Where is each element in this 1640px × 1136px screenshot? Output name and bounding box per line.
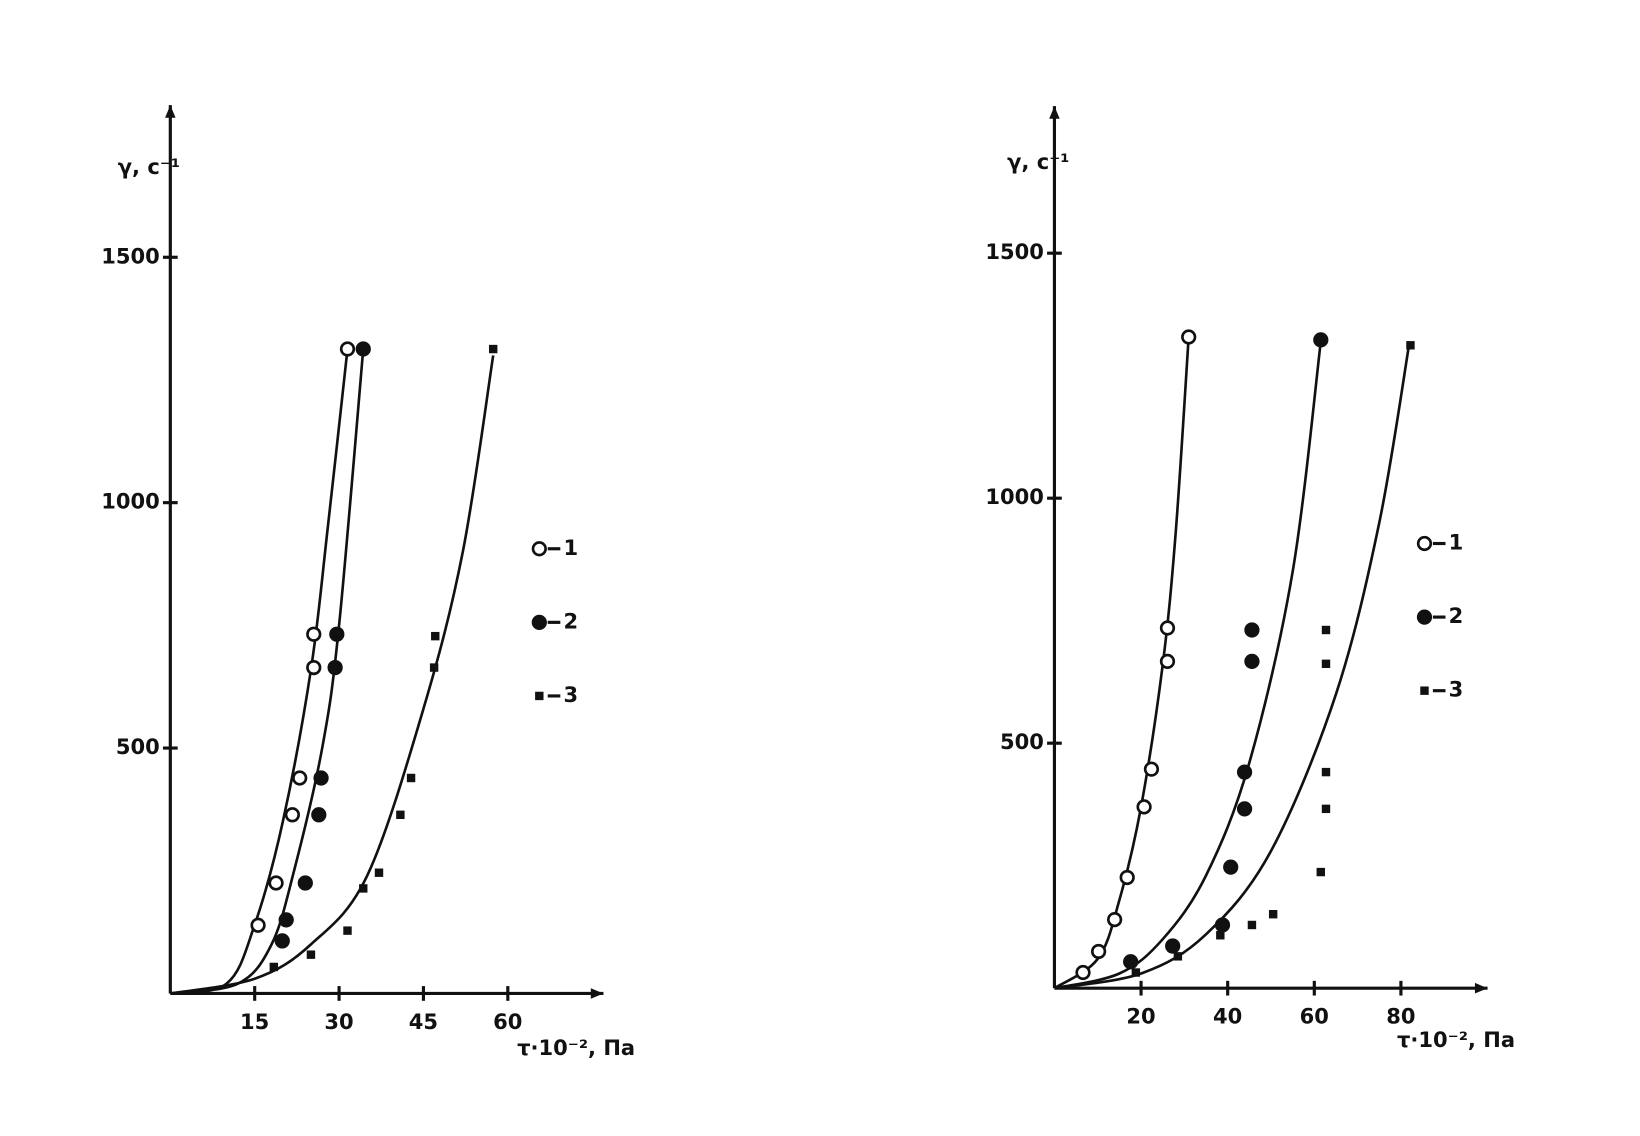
point (1236, 801, 1253, 817)
x-tick-label: 45 (409, 1009, 438, 1034)
point (1406, 341, 1415, 350)
x-axis-label: τ·10⁻², Па (1397, 1027, 1515, 1052)
legend-marker (1416, 535, 1433, 552)
point (406, 773, 416, 783)
point (1090, 943, 1107, 960)
x-tick-label: 30 (324, 1009, 353, 1034)
point (1313, 332, 1329, 348)
legend-label: 2 (563, 608, 578, 633)
x-axis-label: τ·10⁻², Па (517, 1035, 635, 1060)
y-tick-label: 1500 (101, 243, 160, 268)
point (431, 631, 440, 641)
y-axis-label: γ, с⁻¹ (118, 154, 180, 179)
point (339, 341, 356, 357)
point (1321, 625, 1331, 635)
point (1119, 869, 1135, 886)
legend-marker (1420, 686, 1429, 695)
point (1244, 653, 1260, 669)
point (313, 770, 329, 786)
point (1214, 917, 1231, 933)
x-tick-label: 15 (240, 1009, 269, 1034)
point (1143, 761, 1160, 777)
point (1244, 622, 1260, 638)
fit-curve (1054, 341, 1411, 990)
point (268, 875, 284, 891)
legend-label: 3 (563, 682, 578, 707)
point (1321, 659, 1331, 669)
point (297, 875, 313, 891)
legend-label: 1 (563, 535, 578, 560)
axis-arrow (590, 988, 604, 999)
axis-arrow (1049, 106, 1060, 119)
point (292, 770, 308, 786)
point (1131, 968, 1141, 977)
point (284, 807, 300, 823)
y-tick-label: 500 (1000, 729, 1044, 754)
point (1159, 653, 1176, 669)
point (1236, 764, 1253, 780)
point (1247, 920, 1257, 930)
y-axis-label: γ, с⁻¹ (1007, 149, 1069, 174)
y-tick-label: 1000 (985, 484, 1044, 509)
point (429, 663, 439, 672)
x-tick-label: 20 (1126, 1004, 1155, 1029)
point (1181, 329, 1197, 345)
fit-curve (170, 355, 495, 995)
point (1136, 799, 1152, 815)
x-tick-label: 60 (1300, 1004, 1329, 1029)
y-tick-label: 1500 (985, 239, 1044, 264)
fit-curve (170, 348, 365, 995)
point (306, 626, 322, 642)
fit-curve (1054, 341, 1323, 990)
point (1321, 804, 1331, 814)
point (311, 807, 327, 823)
point (1321, 767, 1331, 777)
point (396, 810, 405, 820)
legend-marker (535, 691, 544, 701)
point (1107, 911, 1123, 928)
x-tick-label: 60 (493, 1009, 522, 1034)
point (329, 626, 345, 642)
point (359, 884, 368, 893)
x-tick-label: 80 (1386, 1004, 1415, 1029)
point (1159, 620, 1176, 636)
point (250, 917, 266, 933)
point (1216, 931, 1225, 940)
point (269, 962, 279, 972)
axis-arrow (165, 105, 176, 118)
point (343, 926, 352, 935)
legend-label: 3 (1449, 677, 1464, 702)
point (1268, 909, 1278, 919)
point (1173, 952, 1183, 961)
point (327, 659, 343, 676)
point (306, 659, 322, 676)
point (488, 344, 498, 354)
point (306, 950, 316, 959)
point (355, 341, 371, 357)
axis-arrow (1474, 982, 1488, 994)
legend-marker (531, 614, 547, 630)
y-tick-label: 500 (116, 734, 160, 759)
point (1316, 867, 1326, 877)
legend-marker (531, 541, 547, 557)
point (278, 912, 294, 928)
legend-label: 1 (1449, 530, 1464, 555)
legend-marker (1416, 609, 1433, 625)
legend-label: 2 (1449, 603, 1464, 628)
point (1123, 954, 1139, 970)
point (374, 868, 384, 877)
y-tick-label: 1000 (101, 489, 160, 514)
point (1075, 964, 1091, 981)
point (1223, 859, 1239, 875)
fit-curve (170, 348, 349, 995)
point (1165, 938, 1181, 954)
x-tick-label: 40 (1213, 1004, 1242, 1029)
point (274, 933, 290, 949)
